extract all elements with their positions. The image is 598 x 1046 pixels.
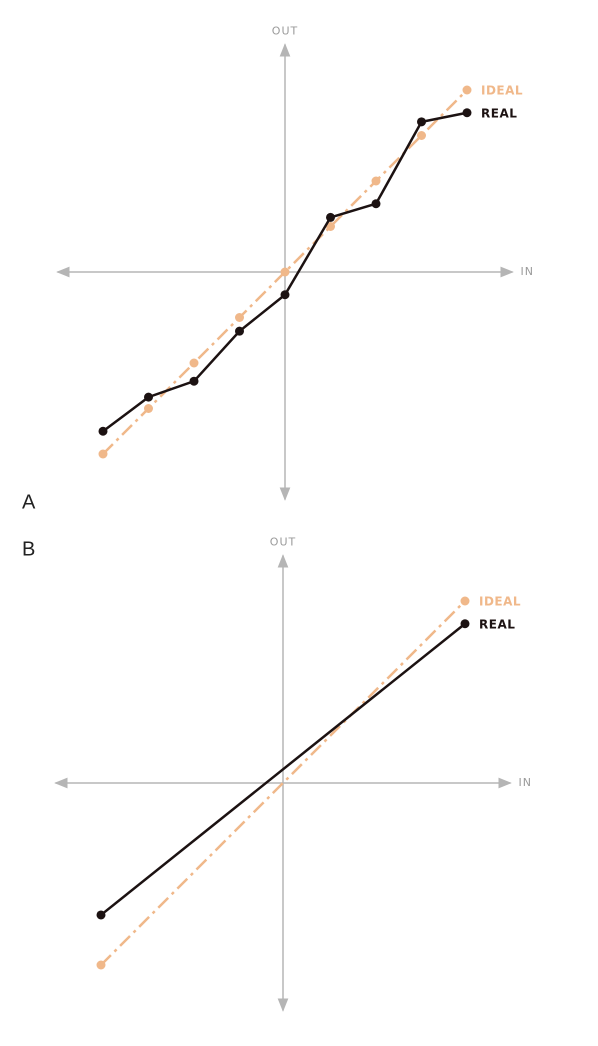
data-point bbox=[326, 222, 335, 231]
data-point bbox=[98, 449, 108, 459]
panel-label: A bbox=[22, 491, 36, 513]
legend-label: IDEAL bbox=[479, 595, 521, 609]
data-point bbox=[417, 117, 426, 127]
legend-label: REAL bbox=[481, 106, 517, 120]
data-point bbox=[189, 376, 199, 386]
data-point bbox=[280, 290, 290, 300]
series-line bbox=[100, 622, 466, 916]
data-point bbox=[280, 267, 290, 277]
data-point bbox=[462, 108, 472, 118]
x-axis-label: IN bbox=[519, 776, 532, 789]
legend-label: IDEAL bbox=[481, 84, 523, 98]
x-axis-label: IN bbox=[521, 265, 534, 278]
data-point bbox=[189, 358, 199, 368]
data-point bbox=[326, 212, 335, 222]
series-line bbox=[100, 600, 466, 966]
legend-label: REAL bbox=[479, 617, 515, 631]
data-point bbox=[462, 85, 472, 95]
data-point bbox=[460, 619, 470, 629]
data-point bbox=[235, 313, 244, 322]
data-point bbox=[417, 131, 426, 140]
data-point bbox=[144, 392, 153, 402]
y-axis-label: OUT bbox=[270, 536, 296, 549]
data-point bbox=[98, 426, 108, 436]
data-point bbox=[460, 596, 470, 606]
data-point bbox=[144, 404, 153, 413]
y-axis-label: OUT bbox=[272, 25, 298, 38]
panel-label: B bbox=[22, 538, 35, 560]
data-point bbox=[371, 199, 381, 209]
data-point bbox=[96, 910, 106, 920]
series-line bbox=[102, 89, 468, 455]
data-point bbox=[96, 960, 106, 970]
data-point bbox=[371, 176, 381, 186]
data-point bbox=[235, 326, 244, 336]
